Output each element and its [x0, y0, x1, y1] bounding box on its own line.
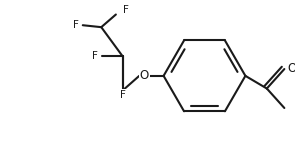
- Text: F: F: [73, 20, 79, 30]
- Text: F: F: [93, 51, 98, 61]
- Text: F: F: [123, 5, 129, 15]
- Text: O: O: [288, 62, 295, 75]
- Text: F: F: [120, 90, 126, 100]
- Text: O: O: [140, 69, 149, 82]
